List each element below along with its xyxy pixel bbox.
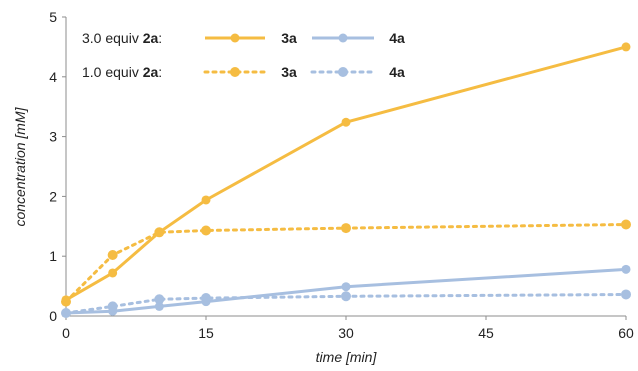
data-point-1equiv-4a [107, 301, 118, 312]
series-line-1equiv-3a [64, 223, 628, 304]
data-point-1equiv-4a [154, 294, 165, 305]
y-tick-label: 4 [49, 69, 57, 85]
series-1equiv-4a [61, 289, 631, 319]
data-point-1equiv-3a [201, 225, 211, 236]
series-1equiv-3a [61, 219, 631, 307]
legend-series-label-3equiv-3a: 3a [281, 30, 297, 46]
data-point-3equiv-3a [201, 195, 211, 205]
data-point-1equiv-3a [107, 250, 118, 261]
legend-row-3equiv-prefix: 3.0 equiv [82, 30, 143, 46]
y-axis-label: concentration [mM] [12, 106, 28, 226]
x-axis-label: time [min] [316, 349, 378, 365]
y-tick-label: 1 [49, 248, 57, 264]
series-line-3equiv-3a [65, 45, 627, 302]
legend-series-label-1equiv-3a: 3a [281, 64, 297, 80]
data-point-1equiv-4a [621, 289, 631, 300]
y-tick-label: 5 [49, 9, 57, 25]
series-line-3equiv-4a [65, 267, 627, 315]
series-3equiv-4a [61, 264, 631, 318]
legend-series-label-3equiv-4a: 4a [389, 30, 405, 46]
data-point-3equiv-3a [341, 117, 351, 127]
legend-swatch-marker-1equiv-4a [338, 67, 348, 77]
data-point-3equiv-3a [621, 42, 631, 52]
legend-row-1equiv-suffix: : [158, 64, 162, 80]
y-tick-label: 3 [49, 129, 57, 145]
legend-row-1equiv-reagent: 2a [143, 64, 159, 80]
data-point-1equiv-4a [341, 291, 351, 302]
series-line-1equiv-4a [64, 293, 628, 315]
data-point-1equiv-4a [61, 308, 71, 319]
data-point-3equiv-3a [108, 268, 118, 278]
data-point-3equiv-4a [341, 282, 351, 292]
x-tick-label: 60 [618, 325, 634, 341]
legend-row-1equiv: 1.0 equiv 2a: [82, 64, 162, 80]
legend-swatch-marker-1equiv-3a [230, 67, 240, 77]
legend-series-label-1equiv-4a: 4a [389, 64, 405, 80]
data-point-1equiv-3a [154, 227, 165, 238]
x-tick-label: 30 [338, 325, 354, 341]
y-tick-label: 2 [49, 188, 57, 204]
legend-row-3equiv: 3.0 equiv 2a: [82, 30, 162, 46]
legend-row-1equiv-prefix: 1.0 equiv [82, 64, 143, 80]
data-point-1equiv-4a [201, 293, 211, 304]
data-point-1equiv-3a [61, 296, 71, 307]
x-tick-label: 15 [198, 325, 214, 341]
data-point-1equiv-3a [341, 223, 351, 234]
data-point-1equiv-3a [621, 219, 631, 230]
legend-swatch-marker-3equiv-4a [338, 33, 348, 43]
series-3equiv-3a [61, 42, 631, 305]
legend-swatch-marker-3equiv-3a [230, 33, 240, 43]
legend: 3.0 equiv 2a: 1.0 equiv 2a: 3a 4a 3a 4a [82, 30, 405, 80]
y-tick-label: 0 [49, 308, 57, 324]
x-tick-label: 0 [62, 325, 70, 341]
series-layer [61, 42, 631, 319]
data-point-3equiv-4a [154, 301, 164, 311]
legend-row-3equiv-suffix: : [158, 30, 162, 46]
legend-row-3equiv-reagent: 2a [143, 30, 159, 46]
x-tick-label: 45 [478, 325, 494, 341]
data-point-3equiv-4a [621, 264, 631, 274]
